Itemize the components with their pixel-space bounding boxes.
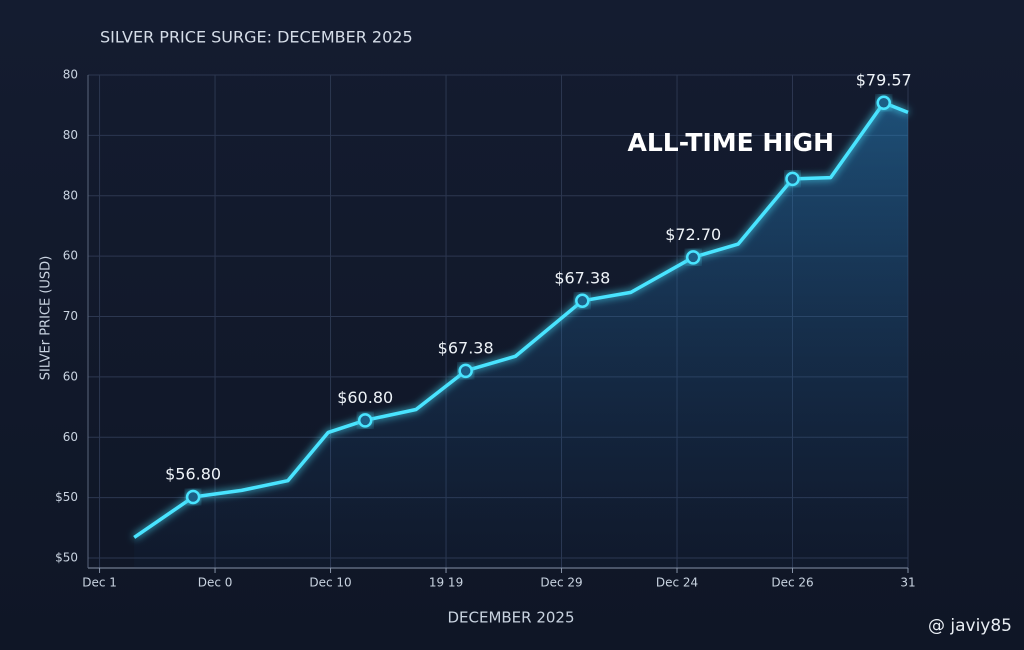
annotation: $60.80 [337,388,393,407]
marker [357,413,373,428]
x-tick-label: 19 19 [429,576,463,590]
chart-title: SILVER PRICE SURGE: DECEMBER 2025 [100,28,413,47]
y-tick-label: 60 [63,430,78,444]
x-axis-label: DECEMBER 2025 [447,609,574,627]
marker [185,489,201,505]
highlight-label: ALL-TIME HIGH [628,128,835,157]
x-tick-label: Dec 24 [656,576,698,590]
annotation: $79.57 [856,70,912,89]
y-tick-label: 80 [63,188,78,202]
y-tick-label: 60 [63,369,78,383]
area [134,102,908,569]
annotation: $72.70 [665,225,721,244]
annotation: $67.38 [554,268,610,287]
y-tick-label: 60 [63,249,78,263]
y-tick-label: 80 [63,68,78,82]
marker [785,171,800,187]
y-tick-label: $50 [55,490,78,504]
y-tick-label: 70 [63,309,78,323]
x-tick-label: Dec 26 [771,576,813,590]
y-tick-label: $50 [55,551,78,565]
marker [876,95,891,111]
marker [458,363,473,379]
marker [685,250,701,265]
plot-area: $50 $50 60 60 70 60 80 80 80 Dec 1 Dec 0 Dec 10 19 1… [55,68,916,590]
marker [575,293,590,309]
x-tick-label: 31 [900,576,915,590]
y-tick-label: 80 [63,128,78,142]
x-tick-label: Dec 1 [82,576,117,590]
price-line [133,101,909,539]
annotation: $67.38 [438,338,494,357]
x-tick-label: Dec 0 [198,576,233,590]
watermark: @ javiy85 [928,616,1012,636]
x-tick-label: Dec 29 [540,576,582,590]
x-tick-label: Dec 10 [309,576,351,590]
y-axis-label: SILVEr PRICE (USD) [39,256,54,381]
annotation: $56.80 [165,465,221,484]
